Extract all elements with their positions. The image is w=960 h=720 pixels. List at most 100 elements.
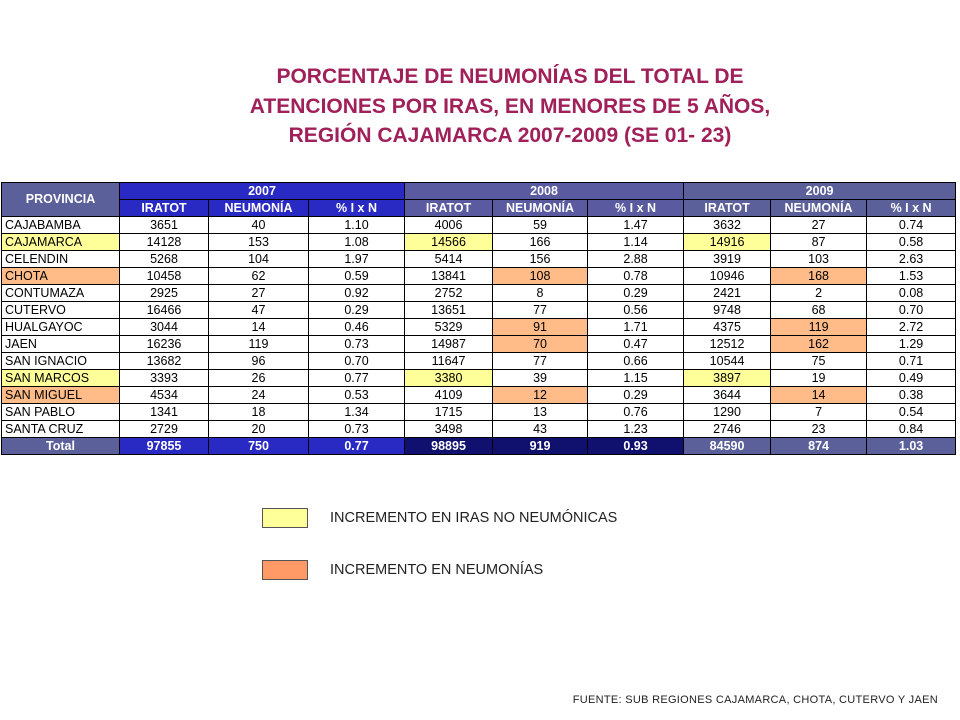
- value-cell: 14566: [404, 233, 494, 251]
- value-cell: 5268: [119, 250, 209, 268]
- value-cell: 14: [770, 386, 868, 404]
- province-cell: SANTA CRUZ: [1, 420, 120, 438]
- value-cell: 2421: [683, 284, 772, 302]
- province-cell: SAN IGNACIO: [1, 352, 120, 370]
- value-cell: 0.08: [866, 284, 957, 302]
- value-cell: 1.23: [587, 420, 685, 438]
- value-cell: 0.54: [866, 403, 957, 421]
- value-cell: 0.59: [307, 267, 406, 285]
- value-cell: 0.66: [587, 352, 685, 370]
- table-row: SAN IGNACIO 13682 96 0.70 11647 77 0.66 10544 75…: [1, 352, 957, 370]
- value-cell: 91: [492, 318, 589, 336]
- subheader-pct-2007: % I x N: [307, 199, 406, 217]
- value-cell: 12512: [683, 335, 772, 353]
- value-cell: 18: [208, 403, 309, 421]
- province-cell: SAN MIGUEL: [1, 386, 120, 404]
- subheader-iratot-2009: IRATOT: [683, 199, 772, 217]
- value-cell: 2729: [119, 420, 209, 438]
- value-cell: 3498: [404, 420, 494, 438]
- total-cell: 0.77: [307, 437, 406, 455]
- value-cell: 13841: [404, 267, 494, 285]
- value-cell: 104: [208, 250, 309, 268]
- value-cell: 1.97: [307, 250, 406, 268]
- province-header: PROVINCIA: [1, 182, 120, 217]
- value-cell: 47: [208, 301, 309, 319]
- value-cell: 87: [770, 233, 868, 251]
- value-cell: 1.08: [307, 233, 406, 251]
- value-cell: 7: [770, 403, 868, 421]
- province-cell: HUALGAYOC: [1, 318, 120, 336]
- total-cell: 919: [492, 437, 589, 455]
- value-cell: 0.47: [587, 335, 685, 353]
- value-cell: 0.78: [587, 267, 685, 285]
- title-line-1: PORCENTAJE DE NEUMONÍAS DEL TOTAL DE: [276, 65, 744, 88]
- subheader-iratot-2008: IRATOT: [404, 199, 494, 217]
- value-cell: 26: [208, 369, 309, 387]
- total-cell: 97855: [119, 437, 209, 455]
- value-cell: 0.73: [307, 420, 406, 438]
- value-cell: 68: [770, 301, 868, 319]
- value-cell: 0.73: [307, 335, 406, 353]
- value-cell: 166: [492, 233, 589, 251]
- value-cell: 3919: [683, 250, 772, 268]
- value-cell: 1.47: [587, 216, 685, 234]
- value-cell: 4534: [119, 386, 209, 404]
- total-cell: 84590: [683, 437, 772, 455]
- table-row: CHOTA 10458 62 0.59 13841 108 0.78 10946 168 1.53: [1, 267, 957, 285]
- value-cell: 0.29: [587, 386, 685, 404]
- subheader-neumonia-2009: NEUMONÍA: [770, 199, 868, 217]
- value-cell: 3632: [683, 216, 772, 234]
- table-row: CAJAMARCA 14128 153 1.08 14566 166 1.14 14916 87…: [1, 233, 957, 251]
- value-cell: 0.70: [866, 301, 957, 319]
- value-cell: 8: [492, 284, 589, 302]
- value-cell: 1.29: [866, 335, 957, 353]
- value-cell: 0.56: [587, 301, 685, 319]
- value-cell: 14128: [119, 233, 209, 251]
- title-line-2: ATENCIONES POR IRAS, EN MENORES DE 5 AÑO…: [249, 94, 771, 118]
- value-cell: 16236: [119, 335, 209, 353]
- subheader-pct-2008: % I x N: [587, 199, 685, 217]
- value-cell: 0.53: [307, 386, 406, 404]
- value-cell: 168: [770, 267, 868, 285]
- value-cell: 43: [492, 420, 589, 438]
- source-note: FUENTE: SUB REGIONES CAJAMARCA, CHOTA, C…: [572, 694, 938, 706]
- value-cell: 0.84: [866, 420, 957, 438]
- value-cell: 3393: [119, 369, 209, 387]
- value-cell: 16466: [119, 301, 209, 319]
- legend-label-neumonias: INCREMENTO EN NEUMONÍAS: [330, 562, 544, 578]
- value-cell: 39: [492, 369, 589, 387]
- value-cell: 3651: [119, 216, 209, 234]
- value-cell: 3380: [404, 369, 494, 387]
- province-cell: JAEN: [1, 335, 120, 353]
- subheader-pct-2009: % I x N: [866, 199, 957, 217]
- value-cell: 0.58: [866, 233, 957, 251]
- value-cell: 77: [492, 301, 589, 319]
- value-cell: 11647: [404, 352, 494, 370]
- table-row: SANTA CRUZ 2729 20 0.73 3498 43 1.23 2746 23 0.84: [1, 420, 957, 438]
- value-cell: 14987: [404, 335, 494, 353]
- value-cell: 1.53: [866, 267, 957, 285]
- value-cell: 0.38: [866, 386, 957, 404]
- value-cell: 5329: [404, 318, 494, 336]
- table-row: SAN MIGUEL 4534 24 0.53 4109 12 0.29 3644 14 0.38: [1, 386, 957, 404]
- value-cell: 75: [770, 352, 868, 370]
- value-cell: 4006: [404, 216, 494, 234]
- title-line-3: REGIÓN CAJAMARCA 2007-2009 (SE 01- 23): [288, 124, 732, 147]
- value-cell: 23: [770, 420, 868, 438]
- value-cell: 1.14: [587, 233, 685, 251]
- total-label: Total: [1, 437, 120, 455]
- value-cell: 40: [208, 216, 309, 234]
- value-cell: 14916: [683, 233, 772, 251]
- value-cell: 0.29: [307, 301, 406, 319]
- value-cell: 0.49: [866, 369, 957, 387]
- value-cell: 10946: [683, 267, 772, 285]
- value-cell: 12: [492, 386, 589, 404]
- province-cell: CAJABAMBA: [1, 216, 120, 234]
- legend-label-iras: INCREMENTO EN IRAS NO NEUMÓNICAS: [330, 510, 618, 526]
- value-cell: 27: [208, 284, 309, 302]
- value-cell: 3044: [119, 318, 209, 336]
- value-cell: 0.92: [307, 284, 406, 302]
- value-cell: 1290: [683, 403, 772, 421]
- value-cell: 1.71: [587, 318, 685, 336]
- value-cell: 19: [770, 369, 868, 387]
